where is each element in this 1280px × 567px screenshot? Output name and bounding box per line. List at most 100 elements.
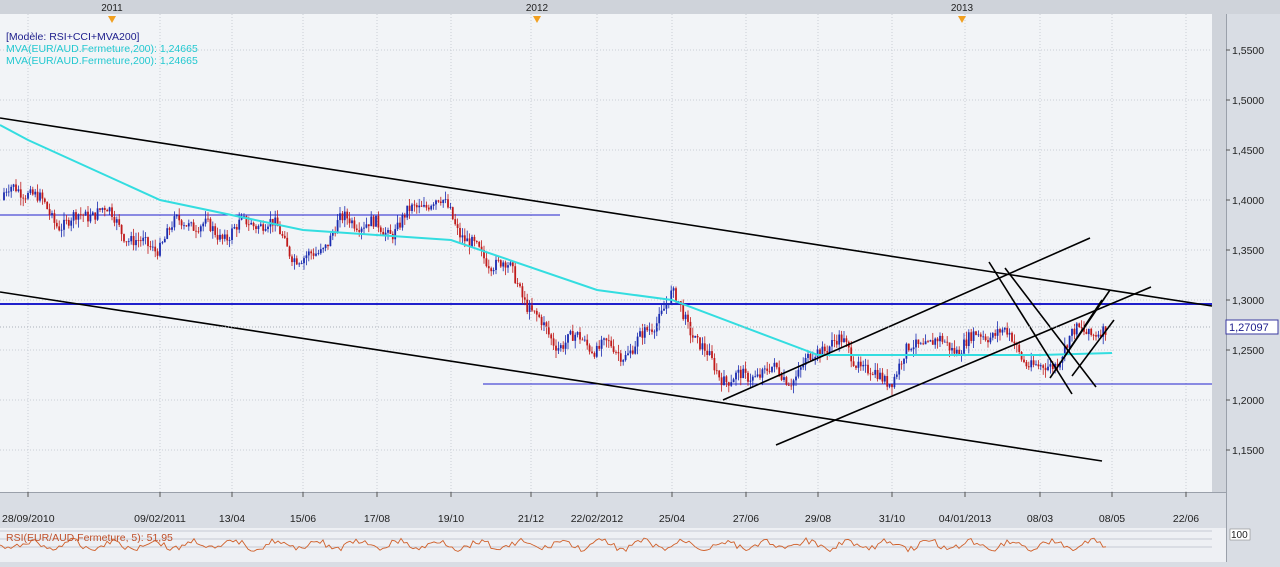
- candle-body: [10, 186, 13, 192]
- x-tick-label: 08/03: [1027, 513, 1053, 525]
- candle-body: [739, 369, 742, 379]
- candle-body: [751, 376, 754, 381]
- candle-body: [355, 228, 358, 231]
- candle-body: [384, 232, 387, 236]
- candle-body: [1051, 364, 1054, 370]
- candle-body: [874, 369, 877, 375]
- candle-body: [1032, 360, 1035, 365]
- candle-body: [888, 384, 891, 387]
- trendlines: [0, 117, 1213, 462]
- candle-body: [214, 226, 217, 235]
- rsi-series: [0, 530, 1212, 553]
- candle-body: [672, 288, 675, 291]
- candle-body: [915, 339, 917, 348]
- candle-body: [811, 358, 814, 360]
- candle-body: [288, 246, 291, 257]
- candle-body: [65, 219, 68, 221]
- candle-body: [108, 207, 111, 212]
- candle-body: [1003, 327, 1006, 330]
- candle-body: [387, 230, 389, 233]
- candle-body: [886, 376, 889, 387]
- candle-body: [742, 368, 745, 379]
- candle-body: [996, 329, 999, 336]
- candle-body: [293, 258, 296, 263]
- rsi-line: [0, 537, 1107, 553]
- candle-body: [567, 334, 569, 343]
- candle-body: [1092, 334, 1095, 336]
- candle-body: [305, 255, 308, 259]
- candle-body: [919, 343, 922, 345]
- candle-body: [598, 345, 601, 349]
- candle-body: [444, 199, 447, 201]
- rsi-axis-box: [1229, 528, 1251, 541]
- candle-body: [226, 234, 229, 241]
- candle-body: [432, 204, 435, 206]
- candle-body: [802, 364, 805, 368]
- candle-body: [663, 308, 665, 311]
- y-tick-label: 1,1500: [1232, 445, 1264, 457]
- candle-body: [502, 262, 505, 267]
- x-tick-label: 31/10: [879, 513, 905, 525]
- candle-body: [300, 263, 303, 264]
- candle-body: [372, 216, 375, 227]
- candle-body: [307, 251, 310, 256]
- candle-body: [1090, 328, 1093, 335]
- candle-body: [737, 369, 740, 373]
- candle-body: [571, 331, 574, 341]
- candle-body: [907, 343, 910, 351]
- candle-body: [70, 220, 73, 226]
- candle-body: [814, 356, 817, 359]
- candle-body: [454, 219, 457, 225]
- candle-body: [852, 361, 855, 366]
- candle-body: [360, 228, 363, 232]
- candle-body: [389, 230, 392, 234]
- candle-body: [180, 220, 183, 226]
- candle-body: [468, 238, 471, 247]
- candle-body: [209, 218, 212, 232]
- candle-body: [211, 226, 214, 232]
- year-markers: 2011 2012 2013: [101, 3, 974, 23]
- candle-body: [341, 213, 344, 221]
- candle-body: [607, 340, 610, 342]
- candle-body: [430, 205, 433, 210]
- candle-body: [857, 361, 860, 368]
- candle-body: [603, 338, 605, 340]
- candle-body: [1073, 328, 1076, 335]
- candle-body: [1039, 365, 1042, 367]
- candle-body: [823, 346, 826, 352]
- candle-body: [99, 208, 101, 210]
- candle-body: [435, 200, 437, 205]
- candle-body: [423, 204, 425, 207]
- candle-body: [1042, 365, 1045, 368]
- y-tick-label: 1,2000: [1232, 395, 1264, 407]
- candle-body: [658, 313, 661, 324]
- candle-body: [586, 339, 589, 346]
- candle-body: [147, 237, 149, 247]
- candle-body: [291, 256, 293, 263]
- candle-body: [22, 197, 25, 199]
- candle-body: [343, 211, 346, 221]
- candle-body: [1037, 364, 1040, 367]
- candle-body: [228, 239, 231, 241]
- candle-body: [665, 303, 668, 309]
- candle-body: [843, 338, 845, 343]
- candle-body: [485, 258, 488, 267]
- candle-body: [809, 353, 812, 360]
- candle-body: [235, 227, 238, 230]
- candle-body: [142, 237, 145, 242]
- candle-body: [821, 346, 824, 357]
- candle-body: [171, 227, 173, 230]
- candle-body: [259, 224, 262, 227]
- candle-body: [905, 343, 908, 359]
- candle-body: [103, 207, 106, 210]
- candle-body: [499, 260, 502, 267]
- candle-body: [987, 340, 989, 343]
- candle-body: [351, 220, 353, 224]
- candle-body: [651, 329, 653, 332]
- candle-body: [790, 385, 793, 387]
- candle-body: [838, 334, 841, 345]
- candle-body: [533, 310, 536, 312]
- candle-body: [420, 205, 423, 207]
- candle-body: [415, 205, 418, 208]
